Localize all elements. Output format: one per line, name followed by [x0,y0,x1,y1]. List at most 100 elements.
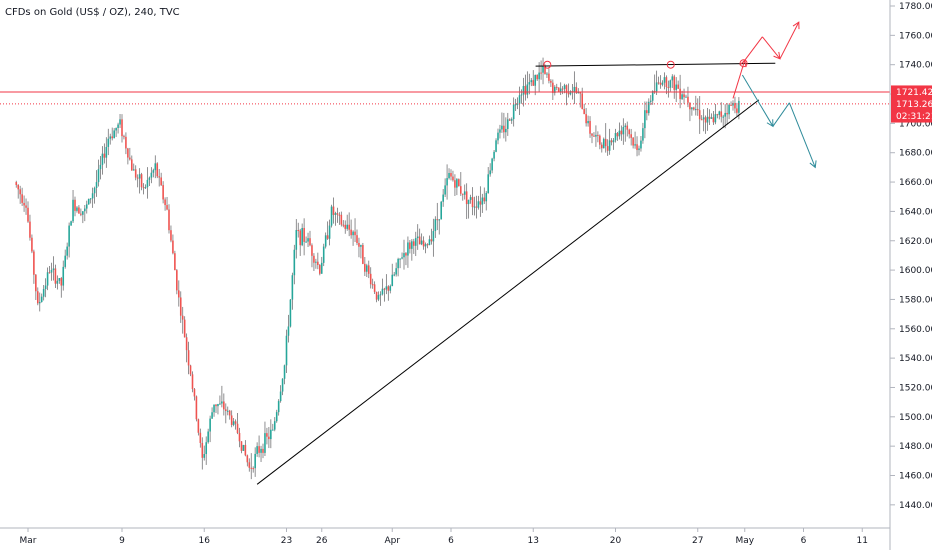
candle-body [83,208,86,212]
candle-body [352,231,354,236]
drawings-layer [0,21,890,485]
candles-layer [15,57,740,480]
price-tick-label: 1480.00 [899,442,932,452]
candle [342,220,345,228]
candle [616,131,619,141]
candle [174,250,176,271]
candle-body [356,235,358,243]
price-tag: 02:31:21 [891,109,932,123]
candle-body [307,238,309,242]
candle-body [60,278,63,286]
candle [401,252,403,260]
candle [655,70,658,96]
candle [70,220,72,226]
candle [495,138,497,153]
candle [673,74,676,99]
candle-body [236,423,239,433]
candle [689,102,691,122]
candle-body [593,135,595,137]
candle-body [205,442,208,455]
price-tag: 1713.26 [891,97,932,111]
candle-body [469,197,472,200]
candle [538,62,540,92]
candle [606,139,609,156]
candle-body [277,401,280,413]
candle [146,167,149,199]
candle [183,316,186,338]
candle-body [595,134,597,137]
candle-body [379,294,382,296]
candle-body [283,365,286,379]
candle-body [412,241,415,246]
projection-segment [772,102,790,127]
candle [614,128,617,143]
candle-body [646,110,648,114]
candle-body [320,262,323,274]
candle-body [293,249,296,276]
candle [207,428,209,444]
candle-body [344,224,347,229]
candle [105,137,108,168]
candle [387,285,390,301]
candle-body [240,441,243,451]
candle-body [526,84,529,95]
candle-body [58,278,61,281]
candle-body [68,225,70,247]
candle-body [191,374,194,390]
arrowhead [809,160,817,169]
candle-body [129,157,131,160]
candle [391,263,394,287]
candle-body [330,206,333,226]
candle [72,189,74,223]
candle [628,128,631,139]
candle [440,200,443,220]
candle [289,299,292,328]
candle-body [424,244,427,247]
candle [129,147,131,161]
candle-body [640,140,642,149]
candle-body [52,268,55,271]
candle-body [442,194,444,202]
candle [91,187,94,208]
candle [262,443,264,459]
candle [111,127,114,141]
candle [593,132,595,137]
candle-body [62,266,65,286]
candle [491,157,493,174]
candle [524,74,527,101]
candle [612,138,615,150]
candle-body [377,295,380,300]
candle-body [15,182,18,185]
candle [358,237,360,258]
candle-body [444,185,446,195]
candle [528,73,531,95]
candle-body [270,429,272,440]
candle [273,417,276,432]
candle [691,107,693,116]
candle-body [647,101,650,114]
candle-body [669,80,672,88]
candle-body [279,391,282,402]
candle-body [46,272,49,286]
candle [485,191,488,211]
price-tick-label: 1540.00 [899,354,932,364]
candle [258,435,260,458]
time-axis[interactable]: Mar 9 16 23 26 Apr 6 13 20 27 May 6 11 [20,528,868,546]
candle-body [221,401,223,404]
candle [338,212,341,225]
candle-body [50,270,53,273]
candle [405,252,407,266]
time-tick-label: 23 [281,536,292,546]
candle-body [72,199,74,222]
candle [311,243,313,268]
candle-body [48,272,51,274]
candle-body [608,140,611,151]
price-tick-label: 1760.00 [899,31,932,41]
candle [728,103,730,120]
price-tick-label: 1580.00 [899,295,932,305]
candle-body [446,178,448,186]
candle [148,176,151,186]
candle [620,125,623,141]
candle-body [657,82,660,84]
candle-body [506,119,509,129]
